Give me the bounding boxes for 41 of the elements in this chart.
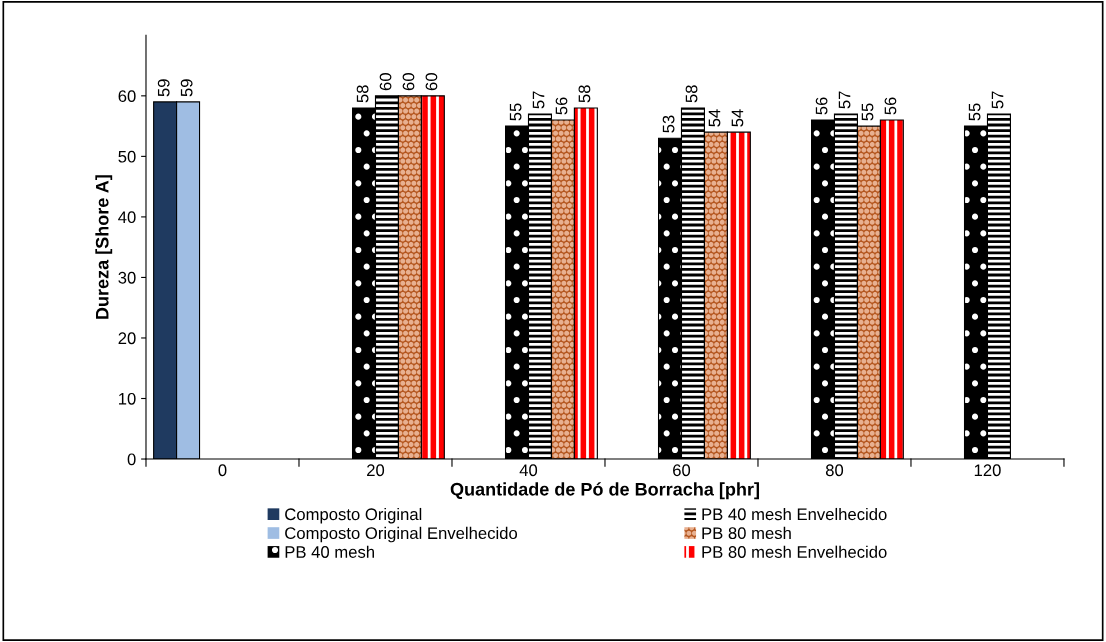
legend-label: Composto Original Envelhecido — [285, 526, 518, 543]
y-axis-title: Dureza [Shore A] — [95, 175, 113, 319]
data-label: 59 — [157, 79, 170, 97]
legend-label: PB 40 mesh Envelhecido — [702, 507, 887, 521]
y-tick-label: 0 — [127, 453, 136, 466]
y-tick-label: 40 — [118, 211, 136, 224]
x-tick-label: 60 — [673, 464, 691, 477]
y-tick-label: 20 — [118, 332, 136, 345]
x-tick-label: 120 — [974, 464, 1001, 477]
y-tick-label: 50 — [118, 150, 136, 163]
y-tick-label: 60 — [118, 90, 136, 103]
data-label: 58 — [578, 85, 591, 103]
legend-label: Composto Original — [285, 507, 422, 524]
data-label: 54 — [708, 109, 721, 127]
legend-label: PB 40 mesh — [285, 545, 374, 558]
data-label: 58 — [685, 85, 698, 103]
data-label: 58 — [356, 85, 369, 103]
x-tick-label: 0 — [218, 464, 227, 477]
data-label: 57 — [838, 91, 851, 109]
data-label: 56 — [555, 97, 568, 115]
data-label: 55 — [861, 103, 874, 121]
x-tick-label: 80 — [825, 464, 844, 477]
legend-label: PB 80 mesh — [702, 526, 791, 540]
data-label: 53 — [662, 115, 675, 133]
data-label: 60 — [425, 73, 438, 91]
data-label: 55 — [509, 103, 522, 121]
x-tick-label: 20 — [367, 464, 385, 477]
legend-label: PB 80 mesh Envelhecido — [702, 545, 887, 558]
data-label: 57 — [532, 91, 545, 109]
y-tick-label: 30 — [118, 271, 136, 284]
x-tick-label: 40 — [519, 464, 538, 477]
data-label: 56 — [815, 97, 828, 115]
data-label: 59 — [180, 79, 193, 97]
x-axis-title: Quantidade de Pó de Borracha [phr] — [450, 482, 759, 500]
data-label: 57 — [991, 91, 1004, 109]
data-label: 60 — [379, 73, 392, 91]
data-label: 55 — [968, 103, 981, 121]
y-tick-label: 10 — [119, 392, 136, 405]
data-label: 54 — [731, 109, 744, 127]
data-label: 56 — [884, 97, 897, 115]
data-label: 60 — [402, 73, 415, 91]
